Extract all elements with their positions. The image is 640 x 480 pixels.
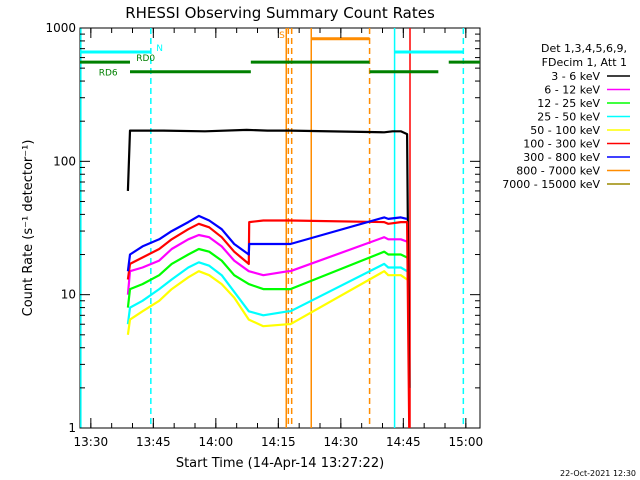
legend-label: 7000 - 15000 keV xyxy=(502,178,600,191)
legend-header-line-1: Det 1,3,4,5,6,9, xyxy=(541,42,627,55)
x-tick-label: 14:00 xyxy=(199,435,234,449)
legend-header-line-2: FDecim 1, Att 1 xyxy=(542,56,627,69)
series-line xyxy=(126,128,411,388)
legend-label: 3 - 6 keV xyxy=(551,70,600,83)
chart-title: RHESSI Observing Summary Count Rates xyxy=(125,4,435,22)
legend: Det 1,3,4,5,6,9, FDecim 1, Att 1 3 - 6 k… xyxy=(502,42,630,191)
legend-label: 6 - 12 keV xyxy=(544,84,600,97)
vertical-markers xyxy=(80,28,465,428)
x-tick-label: 15:00 xyxy=(449,435,484,449)
series-line xyxy=(126,219,411,429)
series-line xyxy=(126,270,408,335)
series-line xyxy=(126,214,408,272)
y-tick-label: 1000 xyxy=(45,21,76,35)
x-axis-label: Start Time (14-Apr-14 13:27:22) xyxy=(176,456,384,471)
y-tick-label: 10 xyxy=(61,288,76,302)
plot-frame xyxy=(79,27,481,429)
x-tick-label: 14:15 xyxy=(261,435,296,449)
legend-label: 100 - 300 keV xyxy=(523,138,600,151)
x-axis-ticks: 13:30 13:45 14:00 14:15 14:30 14:45 15:00 xyxy=(74,28,484,449)
x-tick-label: 14:45 xyxy=(386,435,421,449)
y-axis-ticks: 1 10 100 1000 xyxy=(45,21,480,435)
x-tick-label: 13:30 xyxy=(74,435,109,449)
flag-label: N xyxy=(156,44,163,54)
legend-label: 300 - 800 keV xyxy=(523,151,600,164)
legend-label: 12 - 25 keV xyxy=(537,97,600,110)
y-axis-label: Count Rate (s⁻¹ detector⁻¹) xyxy=(21,140,36,317)
footer-date: 22-Oct-2021 12:30 xyxy=(560,469,636,478)
data-series xyxy=(126,128,411,429)
flag-label: RD6 xyxy=(99,69,118,79)
y-tick-label: 100 xyxy=(53,154,76,168)
x-tick-label: 14:30 xyxy=(324,435,359,449)
x-tick-label: 13:45 xyxy=(136,435,171,449)
y-tick-label: 1 xyxy=(68,421,76,435)
series-line xyxy=(126,261,408,325)
series-line xyxy=(126,233,408,295)
legend-label: 25 - 50 keV xyxy=(537,111,600,124)
legend-label: 800 - 7000 keV xyxy=(516,165,600,178)
series-line xyxy=(126,247,408,308)
legend-label: 50 - 100 keV xyxy=(530,124,600,137)
flag-label: RD0 xyxy=(136,54,155,64)
flag-label: S xyxy=(279,31,285,41)
